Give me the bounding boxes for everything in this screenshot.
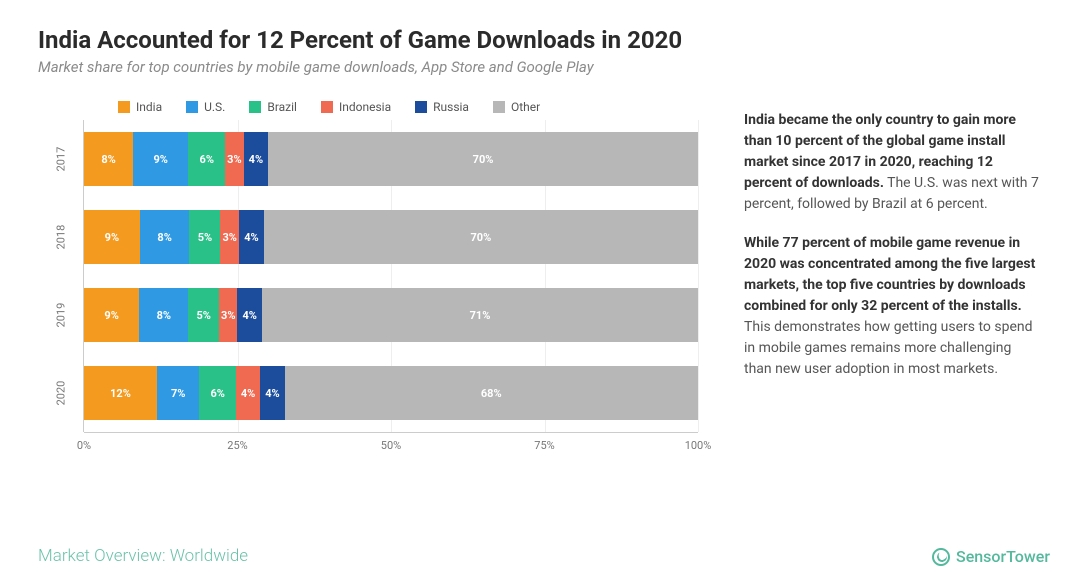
- bar-segment: 9%: [84, 210, 140, 264]
- chart-container: India U.S. Brazil Indonesia Russia Other 2017…: [38, 82, 698, 460]
- bar-row: 8%9%6%3%4%70%: [84, 120, 698, 198]
- commentary-para-1: India became the only country to gain mo…: [744, 110, 1042, 215]
- bar-row: 12%7%6%4%4%68%: [84, 354, 698, 432]
- x-axis-tick: 25%: [227, 439, 247, 452]
- x-axis-tick: 0%: [77, 439, 91, 452]
- legend-swatch: [321, 101, 333, 113]
- bar-segment: 3%: [219, 288, 237, 342]
- brand-logo: SensorTower: [932, 547, 1050, 566]
- legend-swatch: [415, 101, 427, 113]
- legend-item: U.S.: [186, 100, 225, 114]
- legend-swatch: [186, 101, 198, 113]
- legend-item: Brazil: [249, 100, 297, 114]
- brand-text: SensorTower: [956, 547, 1050, 566]
- legend-item: Indonesia: [321, 100, 391, 114]
- page-subtitle: Market share for top countries by mobile…: [38, 58, 1042, 76]
- bar-segment: 8%: [84, 132, 133, 186]
- commentary: India became the only country to gain mo…: [744, 82, 1042, 460]
- legend-label: U.S.: [204, 100, 225, 114]
- bar-segment: 9%: [133, 132, 188, 186]
- bar-stack: 9%8%5%3%4%70%: [84, 210, 698, 264]
- chart-bars-area: 8%9%6%3%4%70%9%8%5%3%4%70%9%8%5%3%4%71%1…: [84, 120, 698, 432]
- section-label: Market Overview: Worldwide: [38, 546, 248, 566]
- bar-stack: 12%7%6%4%4%68%: [84, 366, 698, 420]
- bar-segment: 3%: [225, 132, 243, 186]
- bar-stack: 8%9%6%3%4%70%: [84, 132, 698, 186]
- legend-label: Other: [511, 100, 540, 114]
- legend-item: Russia: [415, 100, 469, 114]
- legend-label: Russia: [433, 100, 469, 114]
- legend-swatch: [493, 101, 505, 113]
- legend-label: Indonesia: [339, 100, 391, 114]
- bar-segment: 3%: [220, 210, 239, 264]
- bar-segment: 4%: [237, 288, 262, 342]
- bar-segment: 70%: [264, 210, 698, 264]
- bar-segment: 8%: [140, 210, 190, 264]
- bar-row: 9%8%5%3%4%71%: [84, 276, 698, 354]
- bar-stack: 9%8%5%3%4%71%: [84, 288, 698, 342]
- brand-icon: [932, 548, 950, 566]
- bar-segment: 4%: [260, 366, 284, 420]
- bar-segment: 6%: [188, 132, 225, 186]
- x-axis-tick: 100%: [685, 439, 712, 452]
- bar-segment: 4%: [236, 366, 260, 420]
- bar-segment: 9%: [84, 288, 139, 342]
- bar-segment: 71%: [262, 288, 698, 342]
- bar-segment: 12%: [84, 366, 157, 420]
- bar-row: 9%8%5%3%4%70%: [84, 198, 698, 276]
- chart-x-axis: 0%25%50%75%100%: [84, 432, 698, 460]
- commentary-para-2: While 77 percent of mobile game revenue …: [744, 233, 1042, 380]
- gridline: [698, 120, 699, 432]
- commentary-rest-2: This demonstrates how getting users to s…: [744, 319, 1033, 377]
- chart-y-axis: 2017201820192020: [38, 120, 84, 432]
- chart-legend: India U.S. Brazil Indonesia Russia Other: [38, 82, 698, 120]
- legend-label: Brazil: [267, 100, 297, 114]
- bar-segment: 5%: [188, 288, 219, 342]
- bar-segment: 7%: [157, 366, 200, 420]
- legend-item: Other: [493, 100, 540, 114]
- commentary-bold-2: While 77 percent of mobile game revenue …: [744, 235, 1035, 314]
- legend-item: India: [118, 100, 162, 114]
- bar-segment: 5%: [189, 210, 220, 264]
- bar-segment: 8%: [139, 288, 188, 342]
- legend-swatch: [118, 101, 130, 113]
- page-title: India Accounted for 12 Percent of Game D…: [38, 26, 1042, 54]
- bar-segment: 6%: [199, 366, 235, 420]
- legend-label: India: [136, 100, 162, 114]
- legend-swatch: [249, 101, 261, 113]
- bar-segment: 4%: [244, 132, 269, 186]
- x-axis-tick: 75%: [534, 439, 554, 452]
- bar-segment: 68%: [285, 366, 698, 420]
- bar-segment: 4%: [239, 210, 264, 264]
- x-axis-tick: 50%: [381, 439, 401, 452]
- bar-segment: 70%: [268, 132, 698, 186]
